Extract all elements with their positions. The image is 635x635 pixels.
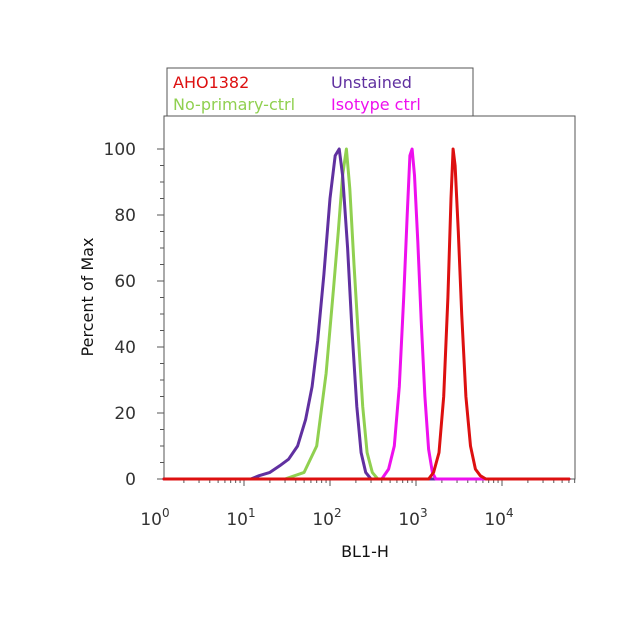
y-axis-ticks bbox=[157, 148, 164, 480]
x-tick-label: 101 bbox=[226, 506, 255, 530]
legend-label-no-primary-ctrl: No-primary-ctrl bbox=[173, 95, 295, 114]
legend-label-isotype-ctrl: Isotype ctrl bbox=[331, 95, 421, 114]
y-axis-title: Percent of Max bbox=[78, 238, 97, 357]
series-line-aho1382 bbox=[162, 147, 571, 481]
legend-label-unstained: Unstained bbox=[331, 73, 412, 92]
y-tick-label: 80 bbox=[114, 206, 136, 226]
y-tick-label: 60 bbox=[114, 272, 136, 292]
series-line-isotype-ctrl bbox=[162, 147, 571, 481]
plot-frame bbox=[163, 115, 576, 480]
y-tick-label: 40 bbox=[114, 338, 136, 358]
x-tick-label: 104 bbox=[484, 506, 513, 530]
series-layer bbox=[162, 147, 571, 481]
x-tick-label: 102 bbox=[312, 506, 341, 530]
y-tick-label: 0 bbox=[125, 470, 136, 490]
y-tick-label: 100 bbox=[104, 140, 136, 160]
y-axis-tick-labels: 0 20 40 60 80 100 bbox=[104, 140, 136, 490]
x-tick-label: 100 bbox=[140, 506, 169, 530]
series-line-unstained bbox=[162, 147, 571, 481]
x-tick-label: 103 bbox=[398, 506, 427, 530]
x-axis-tick-labels: 100 101 102 103 104 bbox=[140, 506, 513, 530]
y-tick-label: 20 bbox=[114, 404, 136, 424]
legend-label-aho1382: AHO1382 bbox=[173, 73, 249, 92]
legend-box bbox=[166, 67, 474, 117]
legend: AHO1382 Unstained No-primary-ctrl Isotyp… bbox=[166, 67, 474, 117]
series-line-no-primary-ctrl bbox=[162, 147, 571, 481]
x-axis-title: BL1-H bbox=[341, 542, 389, 561]
